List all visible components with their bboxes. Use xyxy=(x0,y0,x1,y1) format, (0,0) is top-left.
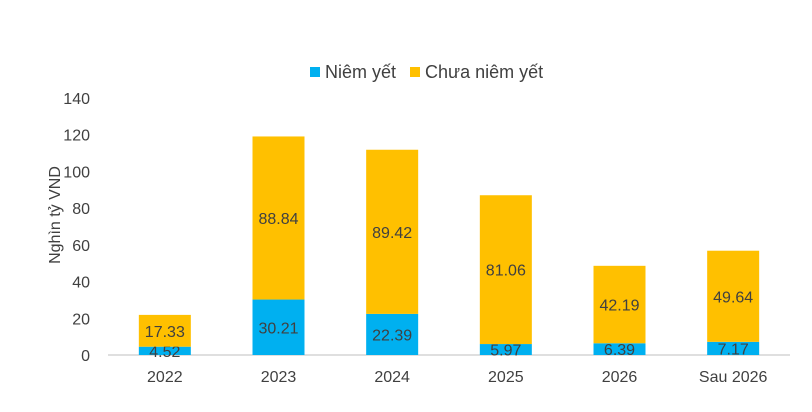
y-tick-label: 0 xyxy=(81,348,90,365)
bar-unlisted xyxy=(479,195,532,345)
y-tick-label: 60 xyxy=(72,238,90,255)
data-label-unlisted: 88.84 xyxy=(258,211,298,228)
y-tick-label: 40 xyxy=(72,275,90,292)
x-tick-label: 2026 xyxy=(602,369,638,386)
y-tick-label: 100 xyxy=(63,164,90,181)
data-label-listed: 22.39 xyxy=(372,327,412,344)
bar-unlisted xyxy=(366,149,419,314)
legend-item-unlisted: Chưa niêm yết xyxy=(410,62,543,83)
data-label-unlisted: 17.33 xyxy=(145,324,185,341)
bar-unlisted xyxy=(252,136,305,300)
data-label-listed: 6.39 xyxy=(604,342,635,359)
legend-label-listed: Niêm yết xyxy=(325,61,397,82)
data-label-listed: 4.52 xyxy=(149,344,180,361)
data-label-unlisted: 81.06 xyxy=(486,263,526,280)
bar-unlisted xyxy=(138,314,191,347)
legend: Niêm yết Chưa niêm yết xyxy=(310,60,543,84)
bar-listed xyxy=(138,346,191,355)
x-tick-label: 2023 xyxy=(261,369,297,386)
y-tick-label: 120 xyxy=(63,128,90,145)
bar-listed xyxy=(366,313,419,355)
x-tick-label: 2022 xyxy=(147,369,183,386)
bar-listed xyxy=(479,344,532,355)
legend-swatch-unlisted xyxy=(410,67,421,77)
legend-swatch-listed xyxy=(310,67,320,77)
bar-unlisted xyxy=(707,250,760,342)
legend-label-unlisted: Chưa niêm yết xyxy=(425,61,544,82)
x-tick-label: 2025 xyxy=(488,369,524,386)
y-axis-label: Nghìn tỷ VND xyxy=(47,166,64,264)
y-tick-label: 80 xyxy=(72,201,90,218)
data-label-unlisted: 42.19 xyxy=(599,298,639,315)
data-label-listed: 5.97 xyxy=(490,343,521,360)
bar-listed xyxy=(252,299,305,355)
y-tick-label: 20 xyxy=(72,311,90,328)
data-label-unlisted: 49.64 xyxy=(713,289,753,306)
bar-listed xyxy=(593,343,646,355)
data-label-unlisted: 89.42 xyxy=(372,225,412,242)
y-tick-label: 140 xyxy=(63,91,90,108)
data-label-listed: 7.17 xyxy=(718,341,749,358)
x-tick-label: 2024 xyxy=(374,369,410,386)
data-label-listed: 30.21 xyxy=(258,320,298,337)
x-tick-label: Sau 2026 xyxy=(699,369,768,386)
bar-unlisted xyxy=(593,265,646,344)
bar-listed xyxy=(707,341,760,355)
legend-item-listed: Niêm yết xyxy=(310,62,396,83)
